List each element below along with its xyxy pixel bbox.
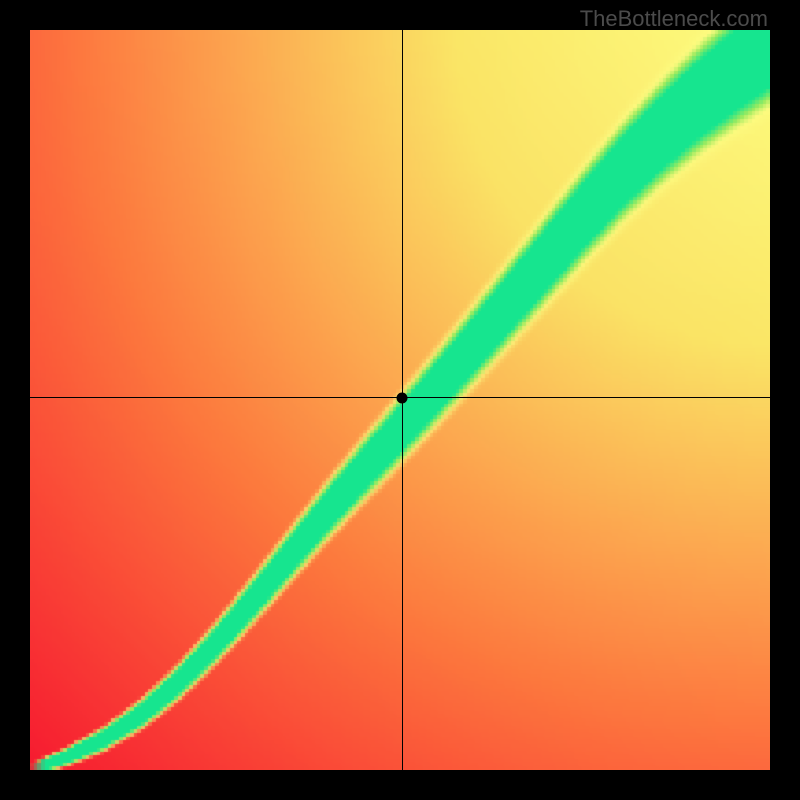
chart-frame: TheBottleneck.com bbox=[0, 0, 800, 800]
marker-dot bbox=[397, 392, 408, 403]
plot-area bbox=[30, 30, 770, 770]
watermark-text: TheBottleneck.com bbox=[580, 6, 768, 32]
